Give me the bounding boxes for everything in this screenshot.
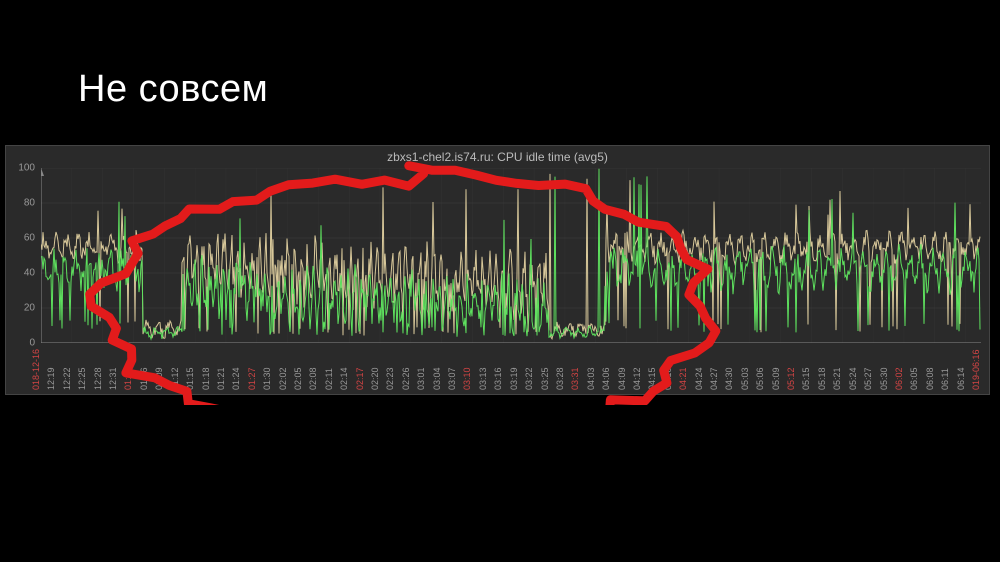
- x-tick-label: 04:21: [678, 367, 688, 390]
- x-tick-label: 02:17: [355, 367, 365, 390]
- x-tick-label: 04:24: [694, 367, 704, 390]
- chart-title: zbxs1-chel2.is74.ru: CPU idle time (avg5…: [6, 146, 989, 166]
- x-tick-label: 05:15: [801, 367, 811, 390]
- x-tick-label: 02:02: [278, 367, 288, 390]
- x-tick-label: 02:14: [339, 367, 349, 390]
- y-tick-label: 100: [18, 163, 35, 174]
- x-tick-label: 04:09: [617, 367, 627, 390]
- x-tick-label: 01:30: [262, 367, 272, 390]
- x-tick-label: 04:06: [601, 367, 611, 390]
- x-tick-label: 01:09: [154, 367, 164, 390]
- x-tick-label: 01:27: [247, 367, 257, 390]
- x-tick-label: 12:28: [93, 367, 103, 390]
- x-tick-label: 05:24: [848, 367, 858, 390]
- y-tick-label: 20: [24, 303, 35, 314]
- x-tick-label: 03:25: [540, 367, 550, 390]
- x-tick-label: 01:21: [216, 367, 226, 390]
- x-tick-label: 03:19: [509, 367, 519, 390]
- x-tick-label: 02:26: [401, 367, 411, 390]
- x-tick-label: 019-06:16: [971, 349, 981, 390]
- x-tick-label: 12:19: [46, 367, 56, 390]
- x-tick-label: 03:13: [478, 367, 488, 390]
- x-axis: 018-12-1612:1912:2212:2512:2812:3101:030…: [41, 344, 981, 392]
- x-tick-label: 018-12-16: [31, 349, 41, 390]
- x-tick-label: 03:16: [493, 367, 503, 390]
- y-tick-label: 80: [24, 198, 35, 209]
- x-tick-label: 03:28: [555, 367, 565, 390]
- x-tick-label: 06:14: [956, 367, 966, 390]
- x-tick-label: 02:05: [293, 367, 303, 390]
- chart-plot-area: [41, 168, 981, 343]
- x-tick-label: 06:11: [940, 368, 950, 390]
- x-tick-label: 04:18: [663, 367, 673, 390]
- x-tick-label: 04:15: [647, 367, 657, 390]
- x-tick-label: 05:18: [817, 367, 827, 390]
- x-tick-label: 04:27: [709, 367, 719, 390]
- x-tick-label: 03:31: [570, 367, 580, 390]
- x-tick-label: 03:22: [524, 367, 534, 390]
- slide: Не совсем zbxs1-chel2.is74.ru: CPU idle …: [0, 0, 1000, 562]
- x-tick-label: 12:25: [77, 367, 87, 390]
- x-tick-label: 12:22: [62, 367, 72, 390]
- x-tick-label: 06:02: [894, 367, 904, 390]
- x-tick-label: 02:08: [308, 367, 318, 390]
- x-tick-label: 05:27: [863, 367, 873, 390]
- x-tick-label: 05:12: [786, 367, 796, 390]
- x-tick-label: 06:08: [925, 367, 935, 390]
- x-tick-label: 02:23: [385, 367, 395, 390]
- x-tick-label: 04:12: [632, 367, 642, 390]
- x-tick-label: 04:30: [724, 367, 734, 390]
- x-tick-label: 03:07: [447, 367, 457, 390]
- x-tick-label: 12:31: [108, 367, 118, 390]
- x-tick-label: 05:30: [879, 367, 889, 390]
- x-tick-label: 05:21: [832, 367, 842, 390]
- x-tick-label: 01:12: [170, 367, 180, 390]
- y-tick-label: 40: [24, 268, 35, 279]
- x-tick-label: 02:11: [324, 368, 334, 390]
- x-tick-label: 04:03: [586, 367, 596, 390]
- x-tick-label: 01:18: [201, 367, 211, 390]
- x-tick-label: 03:04: [432, 367, 442, 390]
- x-tick-label: 03:01: [416, 367, 426, 390]
- x-tick-label: 02:20: [370, 367, 380, 390]
- x-tick-label: 03:10: [462, 367, 472, 390]
- x-tick-label: 01:03: [123, 367, 133, 390]
- x-tick-label: 05:06: [755, 367, 765, 390]
- y-tick-label: 0: [29, 338, 35, 349]
- y-axis: 020406080100: [6, 168, 41, 343]
- slide-title: Не совсем: [78, 68, 268, 111]
- chart-container: zbxs1-chel2.is74.ru: CPU idle time (avg5…: [5, 145, 990, 395]
- x-tick-label: 05:09: [771, 367, 781, 390]
- x-tick-label: 06:05: [909, 367, 919, 390]
- x-tick-label: 01:15: [185, 367, 195, 390]
- x-tick-label: 05:03: [740, 367, 750, 390]
- x-tick-label: 01:06: [139, 367, 149, 390]
- y-tick-label: 60: [24, 233, 35, 244]
- x-tick-label: 01:24: [231, 367, 241, 390]
